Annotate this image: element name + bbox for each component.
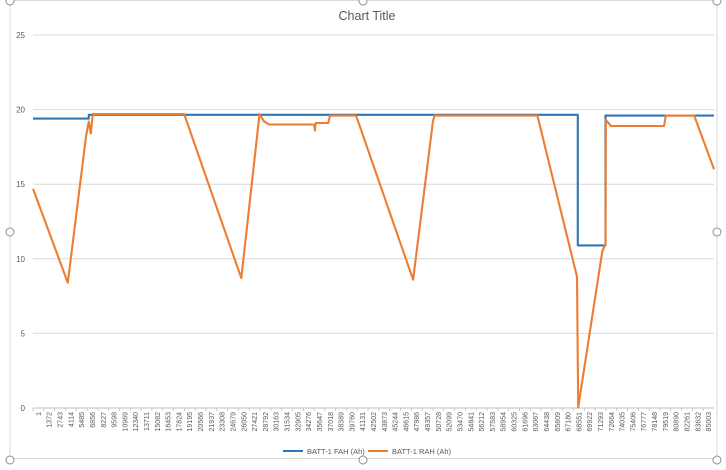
x-tick-label: 21937	[209, 412, 216, 432]
y-tick-label: 10	[16, 255, 25, 264]
x-tick-label: 9598	[112, 412, 119, 428]
legend-label: BATT-1 RAH (Ah)	[392, 447, 452, 456]
x-tick-label: 1	[36, 412, 43, 416]
x-tick-label: 41131	[360, 412, 367, 431]
x-tick-label: 12340	[133, 412, 140, 432]
x-tick-label: 23308	[220, 412, 227, 432]
x-tick-label: 79519	[663, 412, 670, 432]
y-tick-label: 5	[21, 329, 26, 338]
legend-entry[interactable]: BATT-1 RAH (Ah)	[368, 447, 452, 456]
x-tick-label: 16453	[166, 412, 173, 432]
x-tick-label: 28792	[263, 412, 270, 432]
x-tick-label: 19195	[187, 412, 194, 432]
x-tick-label: 34276	[306, 412, 313, 432]
x-tick-label: 52099	[447, 412, 454, 432]
x-tick-label: 39760	[349, 412, 356, 432]
x-tick-label: 45244	[393, 412, 400, 432]
x-tick-label: 72664	[609, 412, 616, 432]
x-tick-label: 30163	[274, 412, 281, 432]
x-tick-label: 60325	[512, 412, 519, 432]
series-line-2[interactable]	[32, 113, 715, 409]
x-tick-label: 63067	[533, 412, 540, 432]
x-tick-label: 53470	[457, 412, 464, 432]
x-tick-label: 80890	[674, 412, 681, 432]
x-tick-label: 74035	[620, 412, 627, 432]
x-tick-label: 61696	[522, 412, 529, 432]
x-tick-label: 76777	[641, 412, 648, 432]
x-tick-label: 32905	[295, 412, 302, 432]
x-tick-label: 8227	[101, 412, 108, 428]
x-tick-label: 75406	[630, 412, 637, 432]
x-tick-label: 15082	[155, 412, 162, 432]
x-tick-label: 20566	[198, 412, 205, 432]
x-tick-label: 5485	[79, 412, 86, 428]
x-tick-label: 42502	[371, 412, 378, 432]
x-tick-label: 24679	[230, 412, 237, 432]
x-tick-label: 82261	[684, 412, 691, 432]
x-tick-label: 69922	[587, 412, 594, 432]
x-tick-label: 50728	[436, 412, 443, 432]
selection-handle[interactable]	[358, 0, 368, 6]
x-tick-label: 49357	[425, 412, 432, 432]
x-tick-label: 43873	[382, 412, 389, 432]
x-tick-label: 2743	[58, 412, 65, 428]
selection-handle[interactable]	[5, 227, 15, 237]
x-tick-label: 46615	[403, 412, 410, 432]
x-tick-label: 67180	[566, 412, 573, 432]
x-tick-label: 37018	[328, 412, 335, 432]
x-tick-label: 58954	[501, 412, 508, 432]
selection-handle[interactable]	[5, 455, 15, 465]
x-tick-label: 31534	[285, 412, 292, 432]
y-tick-label: 20	[16, 106, 25, 115]
x-tick-label: 64438	[544, 412, 551, 432]
chart-title: Chart Title	[339, 9, 396, 23]
x-tick-label: 35647	[317, 412, 324, 432]
y-tick-label: 25	[16, 31, 25, 40]
selection-handle[interactable]	[712, 0, 722, 6]
x-tick-label: 47986	[414, 412, 421, 432]
x-tick-label: 56212	[479, 412, 486, 432]
x-tick-label: 57583	[490, 412, 497, 432]
x-tick-label: 83632	[695, 412, 702, 432]
x-tick-label: 6856	[90, 412, 97, 428]
y-tick-label: 15	[16, 180, 25, 189]
selection-handle[interactable]	[5, 0, 15, 6]
y-tick-label: 0	[21, 404, 26, 413]
x-tick-label: 4114	[68, 412, 75, 427]
x-tick-label: 1372	[47, 412, 54, 428]
x-tick-label: 65809	[555, 412, 562, 432]
legend-label: BATT-1 FAH (Ah)	[307, 447, 365, 456]
x-tick-label: 78148	[652, 412, 659, 432]
x-tick-label: 38389	[339, 412, 346, 432]
legend-entry[interactable]: BATT-1 FAH (Ah)	[283, 447, 365, 456]
x-tick-label: 10969	[122, 412, 129, 432]
selection-handle[interactable]	[358, 455, 368, 465]
x-tick-label: 85003	[706, 412, 713, 432]
x-tick-label: 68551	[576, 412, 583, 432]
x-tick-label: 54841	[468, 412, 475, 432]
x-tick-label: 71293	[598, 412, 605, 432]
x-tick-label: 17824	[176, 412, 183, 432]
chart-frame	[9, 0, 718, 459]
x-tick-label: 26050	[241, 412, 248, 432]
x-tick-label: 13711	[144, 412, 151, 431]
selection-handle[interactable]	[712, 455, 722, 465]
selection-handle[interactable]	[712, 227, 722, 237]
x-tick-label: 27421	[252, 412, 259, 432]
